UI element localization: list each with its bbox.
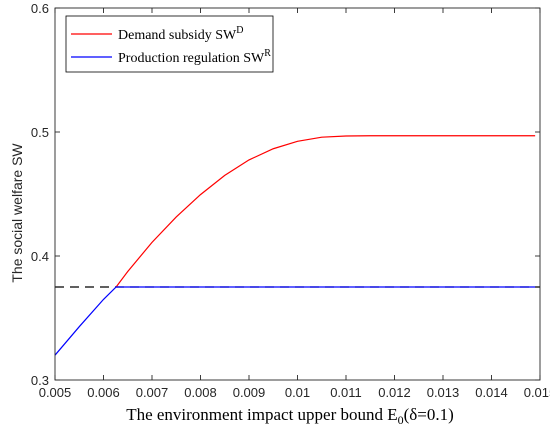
series-line-demand-subsidy — [115, 135, 536, 288]
x-tick-label: 0.006 — [87, 385, 120, 400]
x-axis-label-main: The environment impact upper bound E — [126, 405, 397, 424]
legend-label-demand: Demand subsidy SWD — [118, 25, 243, 43]
x-axis-label-paren: (δ=0.1) — [404, 405, 454, 424]
x-tick-label: 0.012 — [378, 385, 411, 400]
x-tick-label: 0.01 — [285, 385, 310, 400]
series-group — [54, 135, 536, 356]
y-tick-label: 0.3 — [31, 373, 49, 388]
series-line-production-regulation — [54, 286, 536, 356]
x-tick-label: 0.007 — [136, 385, 169, 400]
x-tick-label: 0.005 — [39, 385, 72, 400]
legend: Demand subsidy SWD Production regulation… — [65, 15, 274, 73]
y-tick-label: 0.5 — [31, 125, 49, 140]
x-tick-label: 0.011 — [330, 385, 362, 400]
x-tick-label: 0.013 — [427, 385, 460, 400]
x-ticks-group: 0.005 0.006 0.007 0.008 0.009 0.01 0.011 0.012 0… — [39, 8, 550, 400]
y-axis-label: The social welfare SW — [9, 143, 25, 283]
x-axis-label: The environment impact upper bound E0(δ=… — [126, 405, 454, 427]
x-tick-label: 0.014 — [475, 385, 508, 400]
x-axis-label-subscript: 0 — [398, 413, 404, 427]
legend-box — [65, 15, 274, 73]
x-tick-label: 0.008 — [184, 385, 217, 400]
y-ticks-group: 0.3 0.4 0.5 0.6 — [31, 1, 540, 388]
x-tick-label: 0.015 — [524, 385, 550, 400]
y-tick-label: 0.6 — [31, 1, 49, 16]
y-tick-label: 0.4 — [31, 249, 49, 264]
legend-label-production: Production regulation SWR — [118, 48, 271, 66]
x-tick-label: 0.009 — [233, 385, 266, 400]
